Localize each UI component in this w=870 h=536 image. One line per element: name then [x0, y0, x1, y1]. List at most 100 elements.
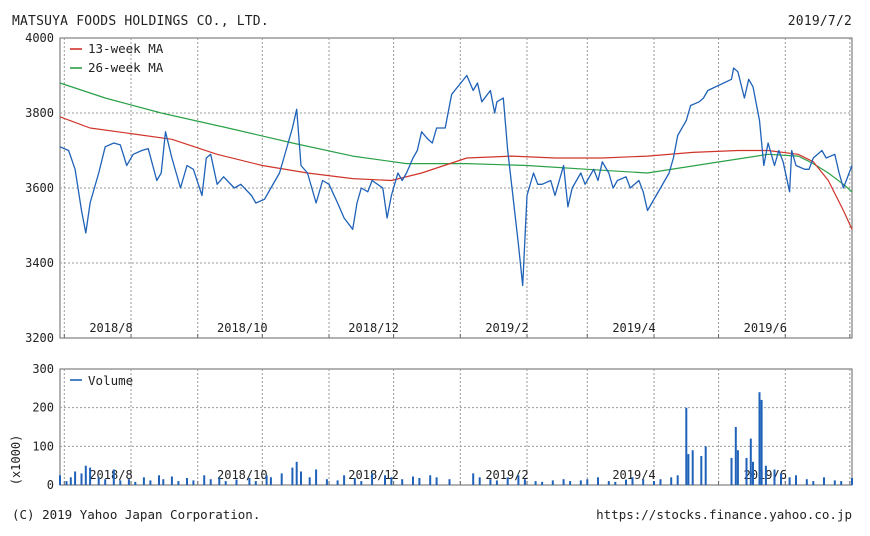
volume-bar [691, 450, 694, 485]
y-tick-label: 3400 [25, 256, 54, 270]
source-link[interactable]: https://stocks.finance.yahoo.co.jp [596, 507, 852, 522]
volume-bar [534, 481, 537, 485]
volume-bar [336, 480, 339, 485]
ma13-line [59, 116, 853, 230]
volume-grid [60, 369, 852, 485]
price-panel: 3200 3400 3600 3800 4000 2018/8 2018/10 2018/1… [25, 31, 853, 345]
volume-bar [687, 454, 690, 485]
volume-bar [607, 481, 610, 485]
volume-bar [280, 473, 283, 485]
volume-bar [780, 473, 782, 485]
volume-bar [59, 475, 61, 485]
volume-bar [291, 467, 294, 485]
volume-bar [74, 471, 77, 485]
chart-date: 2019/7/2 [787, 14, 852, 29]
volume-bar [730, 457, 733, 485]
volume-bar [112, 469, 115, 485]
volume-bar [478, 477, 481, 485]
volume-bar [300, 471, 302, 485]
volume-bar [541, 481, 544, 485]
volume-bar [89, 467, 92, 485]
price-grid [60, 38, 852, 338]
volume-bar [192, 480, 195, 485]
volume-bar [248, 478, 251, 485]
price-legend: 13-week MA 26-week MA [70, 41, 164, 75]
volume-bar [704, 446, 707, 485]
price-line [59, 67, 853, 287]
chart-title: MATSUYA FOODS HOLDINGS CO., LTD. [12, 14, 269, 29]
volume-y-axis: 0 100 200 300 [32, 362, 54, 492]
volume-bar [670, 477, 673, 485]
volume-bar [489, 479, 492, 485]
volume-bar [353, 478, 356, 485]
volume-bar [149, 480, 152, 485]
volume-bar [269, 477, 272, 485]
volume-bar [162, 479, 165, 485]
volume-bar [749, 438, 752, 485]
volume-bar [788, 477, 791, 485]
volume-bar [523, 479, 526, 485]
volume-bar [158, 475, 160, 485]
volume-bar [325, 479, 328, 485]
legend-label-volume: Volume [88, 373, 133, 388]
volume-bar [752, 461, 754, 485]
volume-bar [495, 480, 498, 485]
volume-bar [127, 479, 130, 485]
volume-bar [315, 469, 318, 485]
volume-bar [760, 399, 763, 485]
volume-bar [551, 480, 554, 485]
volume-bar [676, 475, 679, 485]
volume-bar [97, 477, 100, 485]
volume-legend: Volume [70, 373, 133, 388]
price-y-axis: 3200 3400 3600 3800 4000 [25, 31, 54, 345]
volume-bar [805, 479, 808, 485]
y-tick-label: 0 [47, 478, 54, 492]
volume-bar [472, 473, 475, 485]
price-series [59, 67, 853, 287]
volume-bar [295, 461, 298, 485]
volume-bar [119, 480, 122, 485]
volume-bar [308, 477, 311, 485]
volume-bar [840, 481, 843, 485]
y-tick-label: 3600 [25, 181, 54, 195]
volume-bar [631, 477, 634, 485]
volume-bar [812, 481, 815, 485]
volume-bar [265, 475, 268, 485]
volume-bar [235, 479, 238, 485]
volume-bar [448, 479, 451, 485]
volume-bar [203, 475, 206, 485]
volume-bar [170, 476, 173, 485]
x-tick-label: 2018/8 [89, 468, 132, 482]
x-tick-label: 2018/8 [89, 321, 132, 335]
volume-bar [371, 473, 374, 485]
x-tick-label: 2019/2 [485, 321, 528, 335]
volume-bar [517, 475, 520, 485]
volume-bar [569, 481, 572, 485]
volume-bar [700, 456, 703, 485]
y-tick-label: 100 [32, 439, 54, 453]
x-tick-label: 2019/6 [744, 321, 787, 335]
y-tick-label: 3800 [25, 106, 54, 120]
x-tick-label: 2018/10 [217, 321, 268, 335]
volume-bar [435, 477, 438, 485]
volume-bar [758, 392, 761, 485]
copyright-text: (C) 2019 Yahoo Japan Corporation. [12, 507, 261, 522]
volume-bar [254, 481, 257, 485]
volume-bar [429, 475, 432, 485]
volume-bar [401, 479, 404, 485]
volume-bar [562, 479, 565, 485]
x-tick-label: 2018/12 [348, 321, 399, 335]
volume-bar [343, 475, 346, 485]
volume-bar [745, 457, 748, 485]
volume-bar [795, 475, 797, 485]
volume-bar [833, 480, 836, 485]
volume-bar [625, 479, 627, 485]
volume-panel-frame [59, 368, 853, 486]
volume-bars [59, 392, 853, 485]
volume-bar [685, 407, 688, 485]
x-tick-label: 2019/4 [612, 321, 655, 335]
volume-bar [653, 481, 655, 485]
x-tick-label: 2018/12 [348, 468, 399, 482]
